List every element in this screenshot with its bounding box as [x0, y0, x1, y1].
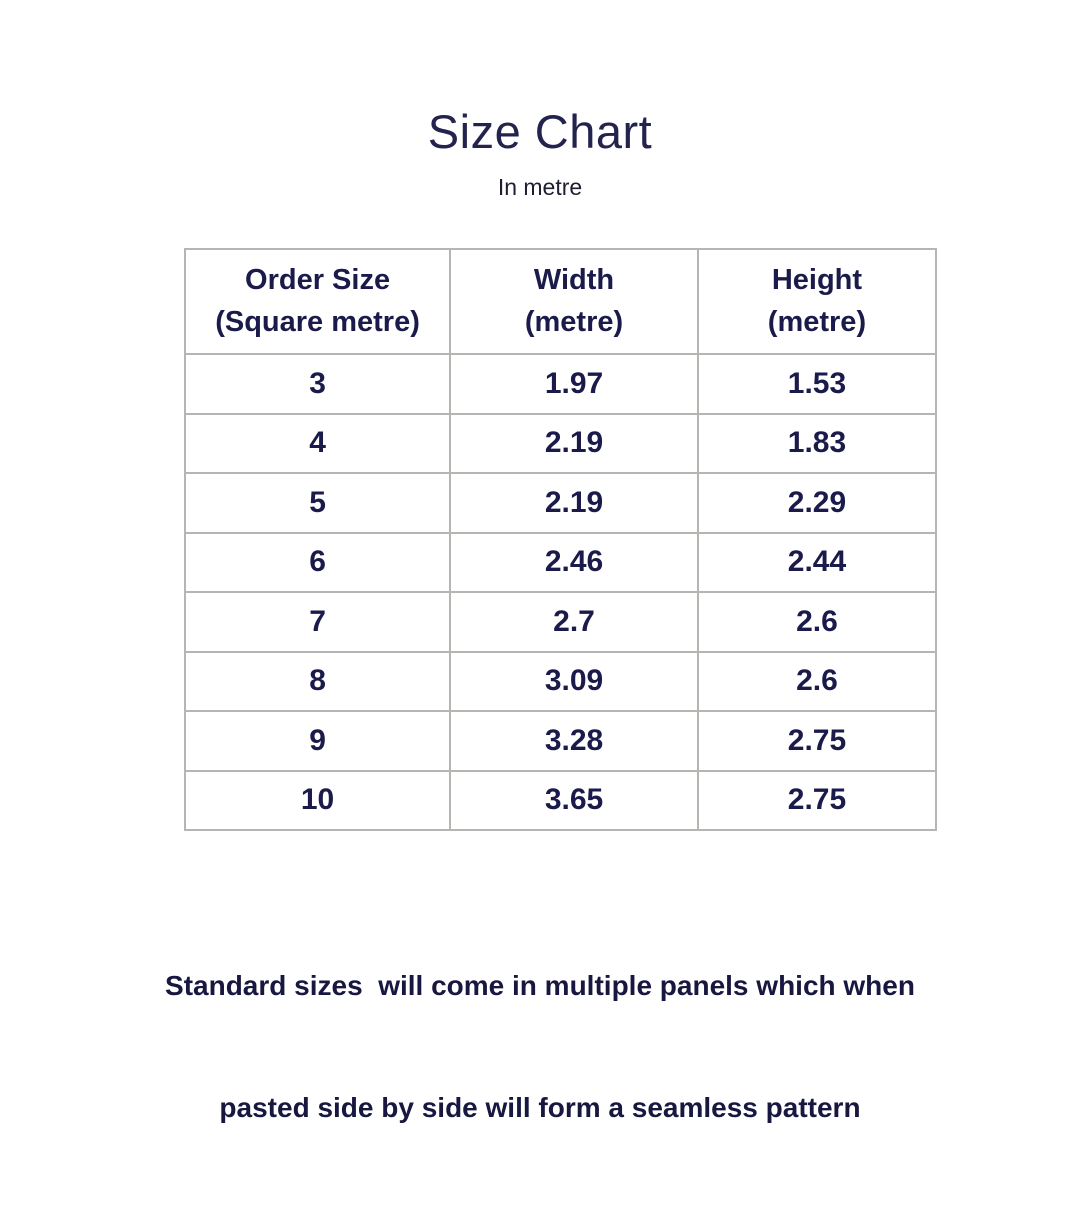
table-row: 6 2.46 2.44 — [183, 531, 938, 593]
cell-width: 2.46 — [449, 531, 699, 593]
cell-order-size: 4 — [183, 412, 452, 474]
table-row: 4 2.19 1.83 — [183, 412, 938, 474]
header-unit: (metre) — [767, 305, 867, 338]
size-chart-table: Order Size (Square metre) Width (metre) … — [183, 248, 938, 831]
table-row: 9 3.28 2.75 — [183, 710, 938, 772]
page-subtitle: In metre — [497, 174, 583, 200]
page-title: Size Chart — [427, 105, 653, 158]
cell-width: 3.28 — [449, 710, 699, 772]
footer-note: Standard sizes will come in multiple pan… — [0, 884, 1080, 1211]
header-cell-width: Width (metre) — [449, 248, 699, 355]
cell-order-size: 6 — [183, 531, 452, 593]
cell-width: 2.7 — [449, 591, 699, 653]
header-title: Height — [771, 264, 863, 297]
table-row: 7 2.7 2.6 — [183, 591, 938, 653]
cell-width: 2.19 — [449, 412, 699, 474]
cell-height: 2.75 — [696, 769, 938, 831]
table-row: 3 1.97 1.53 — [183, 353, 938, 415]
table-row: 10 3.65 2.75 — [183, 769, 938, 831]
footer-note-line1: Standard sizes will come in multiple pan… — [165, 969, 915, 1001]
size-chart-page: Size Chart In metre Order Size (Square m… — [165, 105, 938, 1123]
header-title: Order Size — [245, 264, 391, 297]
cell-height: 2.29 — [696, 472, 938, 534]
cell-width: 1.97 — [449, 353, 699, 415]
cell-order-size: 10 — [183, 769, 452, 831]
cell-height: 2.75 — [696, 710, 938, 772]
cell-order-size: 5 — [183, 472, 452, 534]
header-unit: (Square metre) — [215, 305, 420, 338]
footer-note-line2: pasted side by side will form a seamless… — [219, 1092, 861, 1124]
table-row: 5 2.19 2.29 — [183, 472, 938, 534]
table-header-row: Order Size (Square metre) Width (metre) … — [183, 248, 938, 355]
cell-height: 1.53 — [696, 353, 938, 415]
cell-height: 2.44 — [696, 531, 938, 593]
table-row: 8 3.09 2.6 — [183, 650, 938, 712]
header-cell-order-size: Order Size (Square metre) — [183, 248, 452, 355]
cell-order-size: 9 — [183, 710, 452, 772]
cell-order-size: 3 — [183, 353, 452, 415]
header-unit: (metre) — [524, 305, 624, 338]
cell-width: 2.19 — [449, 472, 699, 534]
cell-order-size: 7 — [183, 591, 452, 653]
cell-width: 3.09 — [449, 650, 699, 712]
cell-height: 1.83 — [696, 412, 938, 474]
cell-height: 2.6 — [696, 650, 938, 712]
cell-order-size: 8 — [183, 650, 452, 712]
cell-width: 3.65 — [449, 769, 699, 831]
header-title: Width — [533, 264, 615, 297]
header-cell-height: Height (metre) — [696, 248, 938, 355]
cell-height: 2.6 — [696, 591, 938, 653]
